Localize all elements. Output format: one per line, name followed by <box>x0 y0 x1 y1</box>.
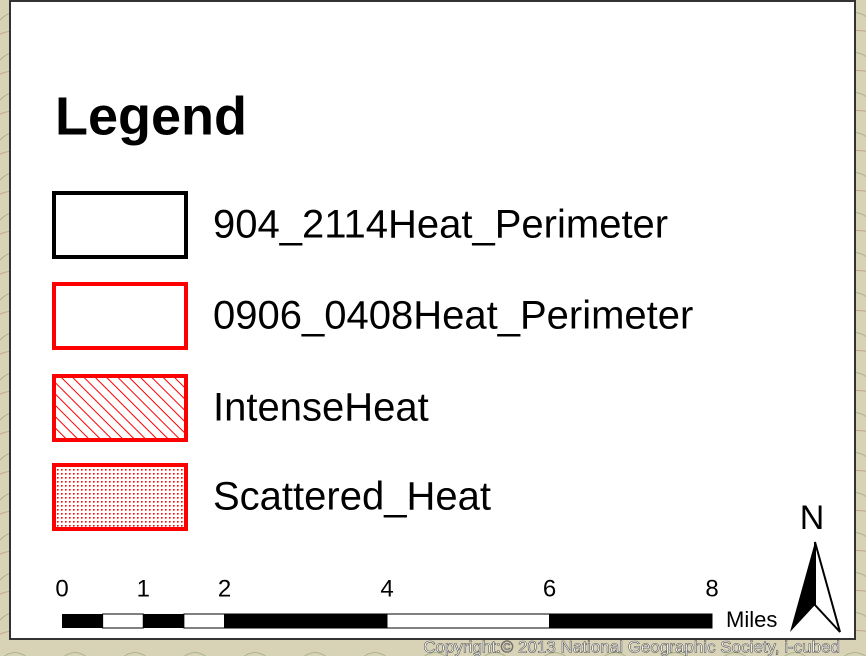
scale-segment <box>143 614 184 628</box>
north-label: N <box>800 499 825 537</box>
legend-label: Scattered_Heat <box>213 475 491 519</box>
legend-label: 904_2114Heat_Perimeter <box>213 203 668 247</box>
scale-segment <box>62 614 103 628</box>
scale-tick-label: 4 <box>380 575 393 602</box>
scale-segment <box>550 614 713 628</box>
scale-tick-label: 8 <box>705 575 718 602</box>
scale-segment <box>184 614 225 628</box>
scale-tick-label: 2 <box>218 575 231 602</box>
scale-segment <box>225 614 388 628</box>
legend-label: 0906_0408Heat_Perimeter <box>213 294 693 338</box>
legend-patch <box>54 465 186 529</box>
scale-tick-label: 1 <box>137 575 150 602</box>
scale-tick-label: 0 <box>55 575 68 602</box>
legend-patch <box>54 193 186 257</box>
map-legend-screenshot: Legend N Copyright:© 2013 National Geogr… <box>0 0 866 656</box>
legend-label: IntenseHeat <box>213 386 429 430</box>
scale-segment <box>103 614 144 628</box>
scale-tick-label: 6 <box>543 575 556 602</box>
scale-unit: Miles <box>726 607 777 632</box>
legend-patch <box>54 376 186 440</box>
attribution: Copyright:© 2013 National Geographic Soc… <box>423 637 840 656</box>
legend-patch <box>54 284 186 348</box>
legend-title: Legend <box>55 86 247 146</box>
scale-segment <box>387 614 550 628</box>
map-canvas: Legend N Copyright:© 2013 National Geogr… <box>0 0 866 656</box>
